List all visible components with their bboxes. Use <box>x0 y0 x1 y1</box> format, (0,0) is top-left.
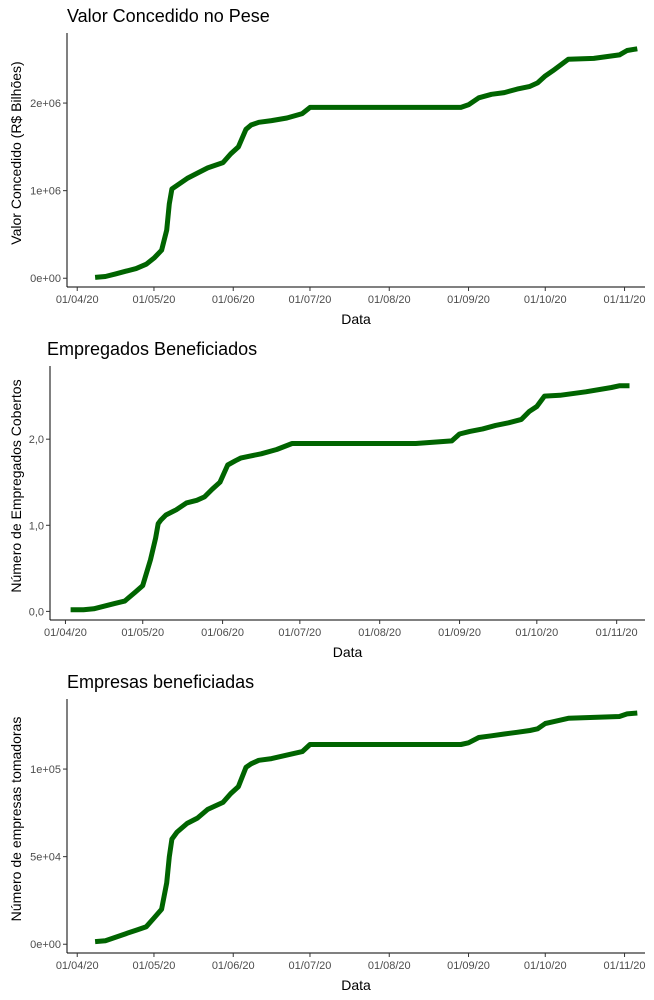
chart-panel-empresas: Empresas beneficiadas 01/04/20 01/05/20 01… <box>0 666 654 999</box>
x-tick-label: 01/10/20 <box>524 960 567 972</box>
x-tick-label: 01/05/20 <box>133 960 176 972</box>
y-axis-label: Número de Empregados Cobertos <box>8 379 24 593</box>
x-tick-label: 01/04/20 <box>56 960 99 972</box>
x-tick-label: 01/05/20 <box>121 627 164 639</box>
series-line <box>70 383 630 613</box>
x-tick-label: 01/04/20 <box>44 627 87 639</box>
x-tick-label: 01/06/20 <box>201 627 244 639</box>
series-line <box>94 46 638 280</box>
x-tick-label: 01/11/20 <box>604 294 646 306</box>
x-tick-label: 01/07/20 <box>278 627 321 639</box>
y-tick-label: 2e+06 <box>30 98 61 110</box>
x-tick-label: 01/11/20 <box>596 627 638 639</box>
x-tick-label: 01/06/20 <box>212 294 255 306</box>
x-axis-label: Data <box>341 977 371 993</box>
x-tick-label: 01/05/20 <box>133 294 176 306</box>
y-tick-label: 5e+04 <box>30 852 61 864</box>
x-tick-label: 01/09/20 <box>447 960 490 972</box>
x-tick-label: 01/10/20 <box>524 294 567 306</box>
x-axis-label: Data <box>341 311 371 327</box>
y-tick-label: 1,0 <box>29 520 44 532</box>
y-tick-label: 1e+05 <box>30 764 61 776</box>
x-tick-label: 01/08/20 <box>368 294 411 306</box>
y-axis-label: Valor Concedido (R$ Bilhões) <box>8 61 24 245</box>
y-tick-label: 2,0 <box>29 434 44 446</box>
chart-title: Empresas beneficiadas <box>67 672 255 692</box>
x-tick-label: 01/09/20 <box>447 294 490 306</box>
x-tick-label: 01/09/20 <box>438 627 481 639</box>
x-tick-label: 01/04/20 <box>56 294 99 306</box>
x-tick-label: 01/07/20 <box>289 294 332 306</box>
chart-plot: 01/04/20 01/05/20 01/06/20 01/07/20 01/08/20… <box>29 366 645 639</box>
x-tick-label: 01/08/20 <box>358 627 401 639</box>
chart-plot: 01/04/20 01/05/20 01/06/20 01/07/20 01/08/20… <box>30 33 646 306</box>
x-tick-label: 01/06/20 <box>212 960 255 972</box>
y-tick-label: 0,0 <box>29 606 44 618</box>
x-tick-label: 01/07/20 <box>289 960 332 972</box>
chart-panel-empregados: Empregados Beneficiados 01/04/20 01/05/20… <box>0 333 654 666</box>
y-tick-label: 0e+00 <box>30 939 61 951</box>
x-tick-label: 01/08/20 <box>368 960 411 972</box>
series-line <box>94 710 638 945</box>
chart-panel-valor-concedido: Valor Concedido no Pese 01/04/20 01/05/20… <box>0 0 654 333</box>
y-tick-label: 0e+00 <box>30 273 61 285</box>
chart-title: Empregados Beneficiados <box>47 339 258 359</box>
x-tick-label: 01/11/20 <box>604 960 646 972</box>
chart-plot: 01/04/20 01/05/20 01/06/20 01/07/20 01/08/20… <box>30 699 646 972</box>
y-tick-label: 1e+06 <box>30 186 61 198</box>
y-axis-label: Número de empresas tomadoras <box>8 716 24 922</box>
chart-title: Valor Concedido no Pese <box>67 6 270 26</box>
x-axis-label: Data <box>332 644 363 660</box>
x-tick-label: 01/10/20 <box>515 627 558 639</box>
